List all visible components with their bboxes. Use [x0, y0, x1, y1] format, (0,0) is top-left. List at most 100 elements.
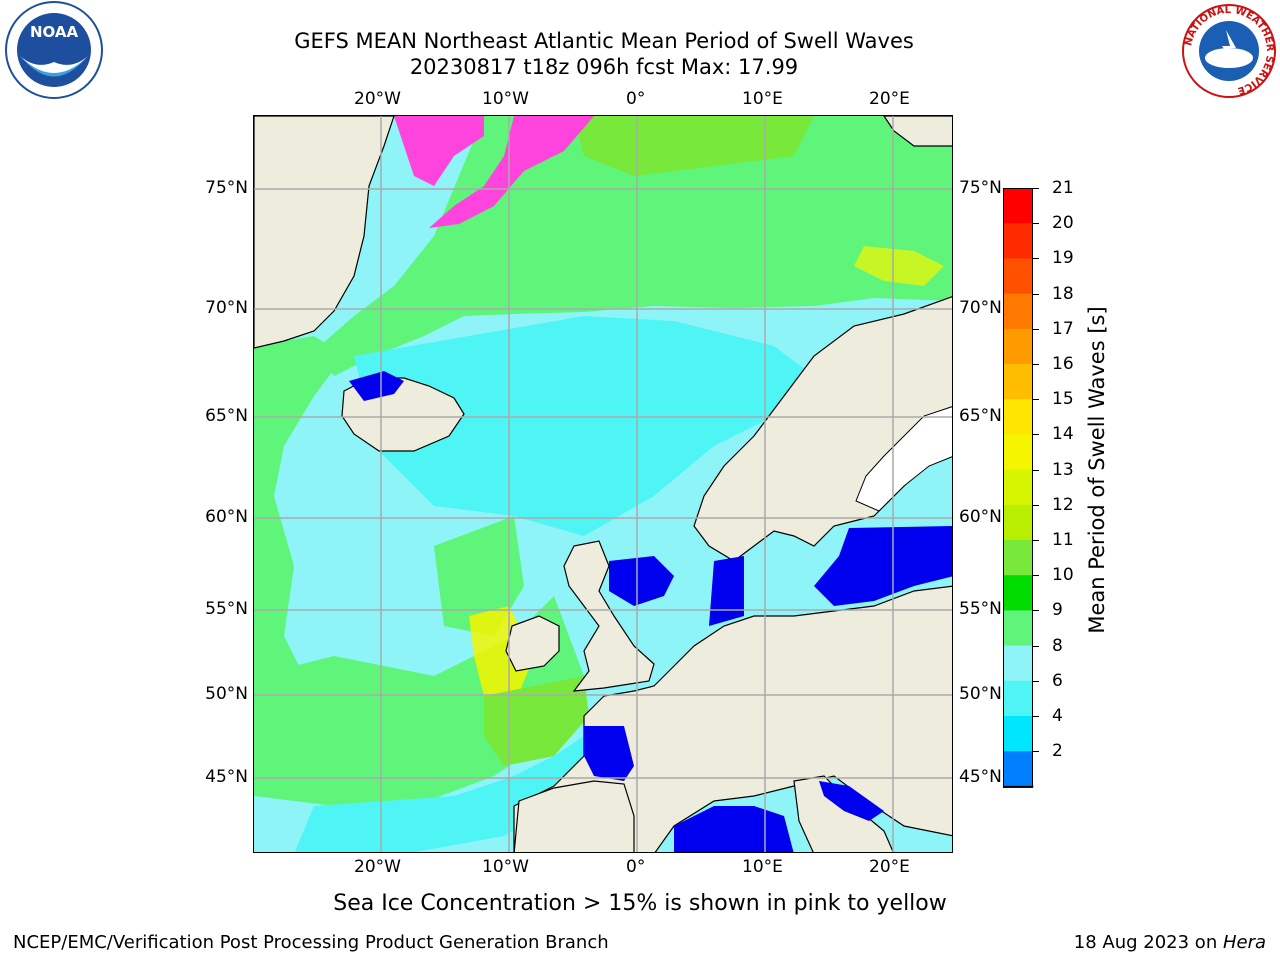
swell-region-green-north — [314, 116, 952, 376]
colorbar-segment — [1003, 434, 1033, 471]
colorbar-tick-mark — [1033, 223, 1039, 225]
colorbar-tick-mark — [1033, 680, 1039, 682]
land-greenland — [254, 116, 395, 349]
colorbar-tick-label: 18 — [1052, 283, 1074, 304]
lat-label: 60°N — [205, 507, 248, 527]
colorbar-tick-mark — [1033, 504, 1039, 506]
water-gulf-of-bothnia — [855, 406, 952, 512]
colorbar-tick-label: 2 — [1052, 741, 1063, 762]
swell-region-blue-mediterranean — [674, 806, 794, 852]
colorbar-tick-mark — [1033, 399, 1039, 401]
colorbar-tick-label: 13 — [1052, 459, 1074, 480]
colorbar-frame — [1003, 188, 1033, 788]
lat-label: 50°N — [205, 684, 248, 704]
nws-logo: NATIONAL WEATHER SERVICE — [1182, 4, 1276, 98]
lat-label: 70°N — [959, 298, 1002, 318]
colorbar-segment — [1003, 188, 1033, 224]
colorbar-segment — [1003, 328, 1033, 365]
lat-label: 65°N — [959, 406, 1002, 426]
swell-region-blue-adriatic — [819, 781, 884, 821]
swell-region-blue-skagerrak — [709, 556, 744, 626]
lon-label: 20°W — [354, 89, 401, 109]
colorbar-segment — [1003, 504, 1033, 541]
lon-label: 20°E — [869, 857, 910, 877]
lat-label: 50°N — [959, 684, 1002, 704]
colorbar-tick-mark — [1033, 258, 1039, 260]
lon-label: 10°E — [742, 89, 783, 109]
sea-ice-region — [429, 116, 594, 228]
colorbar-segment — [1003, 293, 1033, 330]
lat-label: 45°N — [205, 767, 248, 787]
colorbar-tick-label: 17 — [1052, 318, 1074, 339]
colorbar-segment — [1003, 469, 1033, 506]
colorbar-tick-mark — [1033, 293, 1039, 295]
land-italy — [793, 775, 894, 852]
lat-label: 45°N — [959, 767, 1002, 787]
land-iberia — [513, 780, 635, 852]
lat-label: 75°N — [205, 178, 248, 198]
lon-label: 20°E — [869, 89, 910, 109]
noaa-logo: NOAA — [5, 1, 103, 99]
colorbar-tick-mark — [1033, 188, 1039, 189]
chart-subtitle: 20230817 t18z 096h fcst Max: 17.99 — [409, 55, 799, 79]
swell-region-blue-biscay — [584, 726, 634, 781]
sea-ice-region — [394, 116, 484, 186]
lat-label: 55°N — [959, 599, 1002, 619]
colorbar-tick-label: 10 — [1052, 565, 1074, 586]
land-ireland — [505, 615, 560, 672]
lon-label: 10°W — [482, 857, 529, 877]
swell-region-yellow-north — [854, 246, 944, 286]
lat-label: 55°N — [205, 599, 248, 619]
swell-region-lime-biscay — [484, 676, 589, 766]
swell-period-map — [254, 116, 952, 852]
swell-region-green-central — [434, 516, 524, 636]
swell-region-blue-iceland — [349, 371, 404, 401]
noaa-logo-text: NOAA — [30, 23, 79, 41]
colorbar-tick-mark — [1033, 751, 1039, 753]
colorbar-tick-label: 11 — [1052, 530, 1074, 550]
swell-region-cyan — [354, 316, 814, 536]
colorbar-tick-label: 16 — [1052, 354, 1074, 374]
swell-region-green-west — [254, 336, 344, 716]
colorbar-tick-mark — [1033, 645, 1039, 647]
colorbar-segment — [1003, 680, 1033, 717]
colorbar-segment — [1003, 610, 1033, 647]
colorbar-segment — [1003, 716, 1033, 752]
lon-label: 20°W — [354, 857, 401, 877]
colorbar-tick-mark — [1033, 364, 1039, 365]
colorbar-tick-mark — [1033, 328, 1039, 330]
colorbar-tick-label: 14 — [1052, 424, 1074, 445]
map-panel — [253, 115, 953, 853]
colorbar-tick-mark — [1033, 716, 1039, 717]
lon-label: 10°E — [742, 857, 783, 877]
lat-label: 60°N — [959, 507, 1002, 527]
colorbar-tick-mark — [1033, 610, 1039, 612]
colorbar-tick-label: 9 — [1052, 600, 1063, 621]
colorbar-tick-label: 8 — [1052, 635, 1063, 656]
colorbar-label: Mean Period of Swell Waves [s] — [1085, 306, 1109, 634]
colorbar-tick-mark — [1033, 575, 1039, 577]
colorbar-scale — [1002, 188, 1034, 818]
swell-region-blue-north-sea — [609, 556, 674, 606]
swell-region-lime-north — [574, 116, 814, 176]
colorbar-segment — [1003, 645, 1033, 682]
colorbar-segment — [1003, 751, 1033, 787]
colorbar-tick-label: 15 — [1052, 389, 1074, 410]
colorbar-tick-label: 6 — [1052, 670, 1063, 691]
grid-lines — [254, 116, 952, 852]
lon-label: 0° — [626, 89, 646, 109]
lon-label: 10°W — [482, 89, 529, 109]
swell-region-blue-baltic — [814, 526, 952, 606]
lon-label: 0° — [626, 857, 646, 877]
colorbar-tick-mark — [1033, 469, 1039, 471]
colorbar-segment — [1003, 223, 1033, 259]
colorbar-tick-label: 19 — [1052, 248, 1074, 269]
colorbar-segment — [1003, 575, 1033, 611]
swell-region-cyan-south — [294, 736, 634, 852]
lat-label: 65°N — [205, 406, 248, 426]
colorbar-segment — [1003, 540, 1033, 576]
land-great-britain — [563, 540, 655, 692]
colorbar-tick-label: 12 — [1052, 494, 1074, 515]
colorbar-segment — [1003, 399, 1033, 435]
lat-label: 75°N — [959, 178, 1002, 198]
